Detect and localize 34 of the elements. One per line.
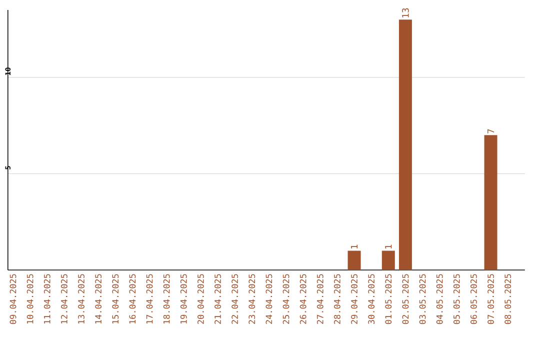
- x-tick-label: 20.04.2025: [197, 274, 204, 324]
- x-tick-label: 11.04.2025: [44, 274, 50, 324]
- data-label: 1: [350, 244, 358, 248]
- x-tick-label: 13.04.2025: [78, 274, 84, 324]
- x-tick-label: 29.04.2025: [351, 274, 358, 324]
- x-tick-label: 07.05.2025: [488, 274, 494, 324]
- x-tick-label: 25.04.2025: [282, 274, 290, 324]
- data-label: 1: [385, 244, 392, 248]
- x-tick-label: 26.04.2025: [300, 274, 306, 324]
- data-label: 13: [402, 8, 409, 18]
- x-tick-label: 19.04.2025: [180, 274, 187, 324]
- x-tick-label: 16.04.2025: [129, 274, 136, 324]
- x-tick-label: 09.04.2025: [10, 274, 16, 324]
- x-tick-label: 05.05.2025: [453, 274, 460, 324]
- x-tick-label: 10.04.2025: [26, 274, 34, 324]
- x-tick-label: 08.05.2025: [504, 274, 512, 324]
- x-tick-label: 30.04.2025: [368, 274, 375, 324]
- x-tick-label: 02.05.2025: [402, 274, 409, 324]
- x-tick-label: 17.04.2025: [146, 274, 153, 324]
- data-label: 7: [488, 129, 494, 134]
- x-tick-label: 03.05.2025: [419, 274, 426, 324]
- x-tick-label: 22.04.2025: [232, 274, 238, 324]
- x-tick-label: 14.04.2025: [95, 274, 102, 324]
- x-tick-label: 15.04.2025: [112, 274, 119, 324]
- x-tick-label: 27.04.2025: [316, 274, 324, 324]
- x-tick-label: 21.04.2025: [214, 274, 221, 324]
- x-tick-label: 01.05.2025: [385, 274, 392, 324]
- x-tick-label: 18.04.2025: [163, 274, 170, 324]
- x-tick-label: 23.04.2025: [248, 274, 256, 324]
- x-tick-label: 06.05.2025: [470, 274, 477, 324]
- x-tick-label: 24.04.2025: [266, 274, 272, 324]
- x-tick-label: 28.04.2025: [334, 274, 340, 324]
- x-tick-label: 04.05.2025: [436, 274, 443, 324]
- x-tick-label: 12.04.2025: [60, 274, 68, 324]
